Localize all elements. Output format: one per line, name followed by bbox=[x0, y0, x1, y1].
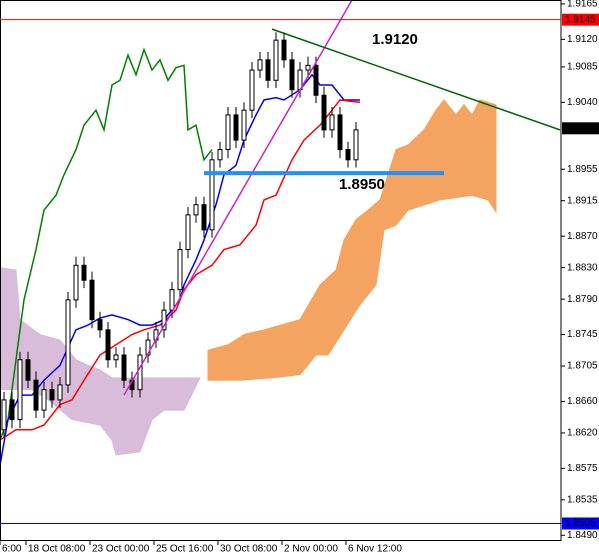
price-line-box bbox=[562, 13, 599, 26]
candle-body bbox=[73, 264, 79, 301]
indicator-line bbox=[0, 47, 213, 441]
candle-body bbox=[273, 39, 279, 81]
y-tick-label: 1.8575 bbox=[567, 463, 598, 474]
cloud bbox=[207, 99, 497, 381]
y-tick-label: 1.8915 bbox=[567, 195, 598, 206]
x-tick-label: 6 Nov 12:00 bbox=[348, 544, 402, 555]
candle-body bbox=[137, 354, 143, 391]
candle-body bbox=[353, 129, 359, 161]
candle-body bbox=[289, 59, 295, 91]
candle-body bbox=[313, 64, 319, 96]
x-tick-label: 18 Oct 08:00 bbox=[28, 544, 86, 555]
y-tick-label: 1.8790 bbox=[567, 294, 598, 305]
candle-body bbox=[65, 299, 71, 386]
candle-body bbox=[257, 59, 263, 71]
x-tick-label: 25 Oct 16:00 bbox=[156, 544, 214, 555]
y-tick-label: 1.8705 bbox=[567, 361, 598, 372]
candle-body bbox=[25, 359, 31, 381]
price-line-label: 1.8505 bbox=[565, 518, 596, 529]
y-tick-label: 1.8660 bbox=[567, 396, 598, 407]
x-tick-label: 2 Nov 00:00 bbox=[284, 544, 338, 555]
y-tick-label: 1.9120 bbox=[567, 34, 598, 45]
trendline bbox=[271, 28, 561, 131]
candle-body bbox=[33, 379, 39, 411]
candle-body bbox=[49, 389, 55, 401]
indicator-line bbox=[0, 73, 360, 466]
candle-body bbox=[97, 319, 103, 331]
candle-body bbox=[177, 249, 183, 291]
candle-body bbox=[1, 399, 7, 431]
candle-body bbox=[41, 389, 47, 411]
y-tick-label: 1.8955 bbox=[567, 164, 598, 175]
candle-body bbox=[241, 109, 247, 141]
y-tick-label: 1.9040 bbox=[567, 97, 598, 108]
candle-body bbox=[265, 59, 271, 81]
x-tick-label: 23 Oct 00:00 bbox=[92, 544, 150, 555]
y-tick-label: 1.8745 bbox=[567, 329, 598, 340]
candle-body bbox=[113, 354, 119, 361]
price-line-box bbox=[562, 517, 599, 530]
candle-body bbox=[329, 114, 335, 131]
trendline bbox=[123, 0, 353, 396]
y-tick-label: 1.9165 bbox=[567, 0, 598, 10]
candle-body bbox=[17, 359, 23, 421]
x-tick-label: 30 Oct 08:00 bbox=[220, 544, 278, 555]
plot-frame bbox=[0, 0, 562, 541]
cloud bbox=[0, 267, 201, 456]
candle-body bbox=[281, 39, 287, 61]
last-price-label: 1.9007 bbox=[565, 123, 596, 134]
y-tick-label: 1.8870 bbox=[567, 231, 598, 242]
y-tick-label: 1.8490 bbox=[567, 530, 598, 541]
candle-body bbox=[201, 204, 207, 231]
candle-body bbox=[209, 159, 215, 231]
candle-body bbox=[321, 94, 327, 131]
price-line-label: 1.9145 bbox=[565, 14, 596, 25]
candle-body bbox=[169, 289, 175, 311]
candle-body bbox=[249, 69, 255, 111]
last-price-box bbox=[562, 122, 599, 135]
candle-body bbox=[225, 114, 231, 151]
candle-body bbox=[161, 309, 167, 331]
candle-body bbox=[337, 114, 343, 151]
candle-body bbox=[89, 279, 95, 321]
candle-body bbox=[9, 399, 15, 421]
level-label: 1.8950 bbox=[339, 176, 385, 193]
candle-body bbox=[57, 384, 63, 401]
candle-body bbox=[185, 214, 191, 251]
candle-body bbox=[121, 354, 127, 381]
trendline-label: 1.9120 bbox=[372, 31, 418, 48]
candle-body bbox=[305, 64, 311, 71]
candle-body bbox=[345, 149, 351, 161]
candle-body bbox=[81, 264, 87, 281]
candle-body bbox=[217, 149, 223, 161]
x-tick-label: 6:00 bbox=[2, 544, 22, 555]
y-tick-label: 1.8620 bbox=[567, 428, 598, 439]
candle-body bbox=[105, 329, 111, 361]
y-tick-label: 1.9085 bbox=[567, 62, 598, 73]
y-tick-label: 1.8830 bbox=[567, 262, 598, 273]
y-tick-label: 1.8535 bbox=[567, 494, 598, 505]
candle-body bbox=[233, 114, 239, 141]
candle-body bbox=[193, 204, 199, 216]
